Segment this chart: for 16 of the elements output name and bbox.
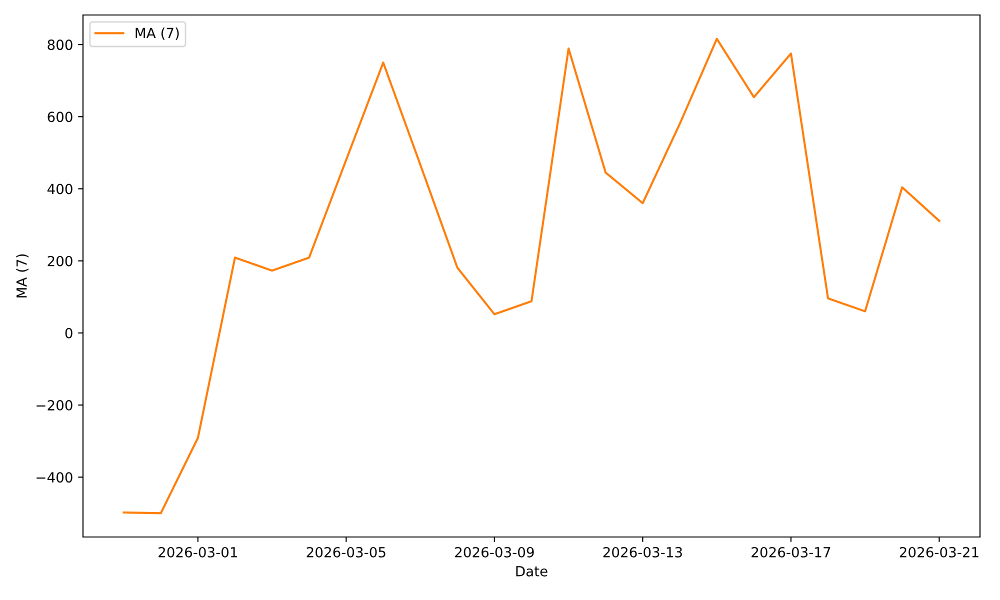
- x-tick-label: 2026-03-21: [900, 546, 978, 558]
- y-tick-label: 600: [48, 112, 72, 122]
- y-tick-label: −400: [36, 472, 72, 483]
- y-tick-label: 200: [48, 256, 72, 266]
- x-tick-label: 2026-03-05: [306, 546, 386, 558]
- x-tick-label: 2026-03-09: [455, 546, 534, 558]
- x-tick-label: 2026-03-17: [752, 546, 830, 558]
- y-axis-title: MA (7): [16, 254, 29, 298]
- x-axis-title: Date: [516, 566, 548, 576]
- legend-label: MA (7): [136, 28, 179, 40]
- x-tick-label: 2026-03-13: [603, 546, 682, 558]
- y-tick-label: 800: [48, 40, 72, 50]
- x-tick-label: 2026-03-01: [158, 546, 237, 558]
- y-tick-label: 0: [65, 328, 72, 338]
- y-tick-label: 400: [47, 184, 72, 194]
- y-tick-label: −200: [36, 400, 72, 411]
